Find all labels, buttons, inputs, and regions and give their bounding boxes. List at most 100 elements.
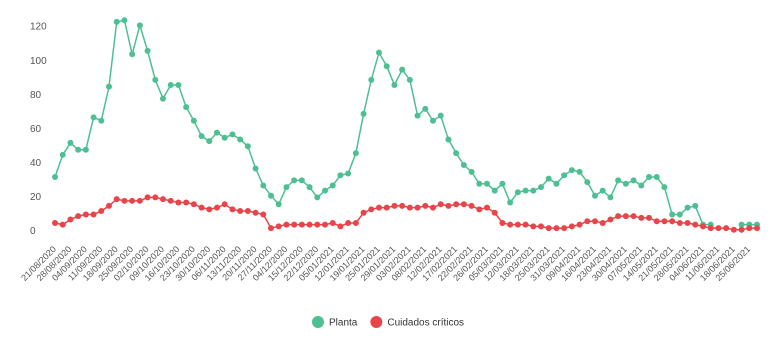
data-point: [345, 219, 352, 226]
data-point: [82, 211, 89, 218]
data-point: [592, 218, 598, 225]
series-line: [54, 196, 757, 231]
data-point: [329, 182, 336, 189]
data-point: [453, 150, 460, 157]
data-point: [75, 213, 82, 220]
data-point: [291, 221, 298, 228]
data-point: [360, 209, 367, 216]
data-point: [82, 146, 89, 153]
data-point: [646, 214, 652, 221]
series-line: [54, 19, 757, 226]
data-point: [676, 211, 683, 218]
data-point: [545, 225, 552, 232]
data-point: [221, 201, 228, 208]
data-point: [160, 95, 166, 102]
data-point: [653, 218, 660, 225]
y-tick-label: 100: [30, 56, 47, 67]
data-point: [700, 223, 706, 230]
data-point: [607, 216, 614, 223]
data-point: [337, 172, 344, 179]
data-point: [514, 189, 521, 196]
data-point: [684, 204, 691, 211]
data-point: [167, 81, 174, 88]
data-point: [198, 204, 205, 211]
data-point: [59, 151, 66, 158]
data-point: [391, 81, 398, 88]
data-point: [113, 196, 120, 203]
data-point: [522, 187, 529, 194]
data-point: [530, 223, 537, 230]
data-point: [738, 226, 745, 233]
data-point: [414, 112, 421, 119]
data-point: [399, 66, 406, 73]
data-point: [715, 225, 722, 232]
y-tick-label: 40: [30, 158, 42, 169]
data-point: [692, 202, 699, 209]
data-point: [568, 223, 575, 230]
data-point: [507, 221, 514, 228]
data-point: [468, 202, 475, 209]
y-tick-label: 120: [30, 22, 47, 33]
data-point: [291, 177, 298, 184]
data-point: [229, 206, 236, 213]
data-point: [121, 197, 128, 204]
data-point: [90, 211, 97, 218]
data-point: [653, 173, 660, 180]
data-point: [437, 112, 444, 119]
data-point: [190, 201, 197, 208]
data-point: [75, 146, 82, 153]
data-point: [491, 209, 498, 216]
data-point: [484, 180, 490, 187]
data-point: [538, 223, 544, 230]
data-point: [298, 177, 305, 184]
data-point: [337, 223, 344, 230]
data-point: [522, 221, 529, 228]
data-point: [615, 213, 622, 220]
data-point: [206, 138, 213, 145]
data-point: [399, 202, 406, 209]
data-point: [98, 208, 105, 215]
data-point: [345, 170, 352, 177]
data-point: [430, 117, 436, 124]
data-point: [491, 187, 498, 194]
data-point: [391, 202, 398, 209]
data-point: [607, 194, 614, 201]
data-point: [175, 81, 182, 88]
data-point: [545, 175, 552, 182]
data-point: [445, 202, 452, 209]
data-point: [144, 194, 151, 201]
data-point: [592, 192, 598, 199]
data-point: [568, 167, 575, 174]
data-point: [237, 208, 244, 215]
data-point: [707, 225, 714, 232]
data-point: [484, 204, 490, 211]
data-point: [268, 192, 274, 199]
data-point: [275, 223, 282, 230]
data-point: [214, 204, 220, 211]
data-point: [414, 204, 421, 211]
data-point: [514, 221, 521, 228]
data-point: [244, 208, 251, 215]
data-point: [599, 219, 606, 226]
data-point: [422, 105, 429, 112]
data-point: [561, 172, 568, 179]
data-point: [329, 219, 336, 226]
data-point: [630, 213, 637, 220]
data-point: [476, 206, 483, 213]
data-point: [406, 76, 413, 83]
data-point: [499, 219, 506, 226]
data-point: [468, 168, 475, 175]
data-point: [298, 221, 305, 228]
data-point: [260, 211, 267, 218]
data-point: [530, 187, 537, 194]
data-point: [437, 201, 444, 208]
data-point: [453, 201, 460, 208]
data-point: [144, 47, 151, 54]
data-point: [406, 204, 413, 211]
data-point: [129, 197, 136, 204]
data-point: [67, 139, 74, 146]
data-point: [638, 214, 645, 221]
data-point: [669, 211, 676, 218]
data-point: [214, 129, 220, 136]
